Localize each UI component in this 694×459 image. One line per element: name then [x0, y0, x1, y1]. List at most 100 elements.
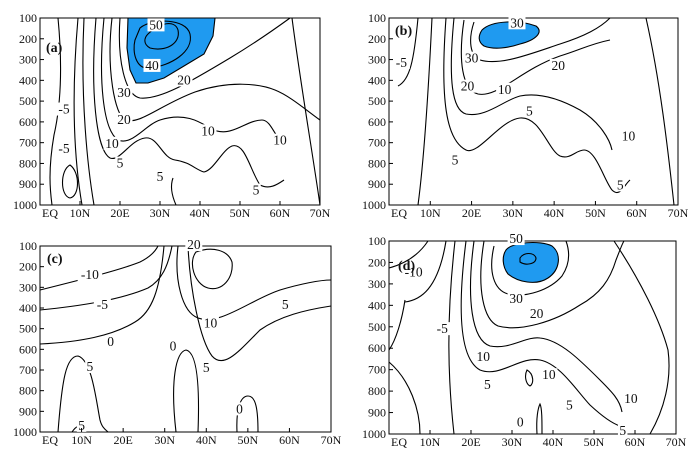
panel-a-xtick-label: 30N — [150, 206, 171, 220]
panel-b-ytick-label: 800 — [368, 156, 386, 170]
panel-b-contour-label-bg — [615, 178, 625, 192]
panel-b-label: (b) — [395, 24, 412, 39]
panel-d-ytick-label: 1000 — [362, 427, 386, 441]
panel-b-contour-label-bg — [549, 58, 567, 72]
panel-a-xtick-label: EQ — [42, 206, 58, 220]
panel-c-ytick-label: 600 — [19, 342, 37, 356]
panel-d-xtick-label: 50N — [584, 435, 605, 449]
panel-a-contour-label: 50 — [149, 17, 163, 32]
panel-a-ytick-label: 700 — [19, 136, 37, 150]
panel-c-contour-label: -10 — [81, 267, 99, 282]
panel-d-contour-labels: 50 -10 30 20 -5 10 10 5 5 10 0 5 — [401, 231, 640, 438]
panel-b-ytick-label: 400 — [368, 73, 386, 87]
panel-a-xtick-label: 10N — [70, 206, 91, 220]
panel-b-ytick-label: 100 — [368, 11, 386, 25]
panel-c-contour-label: 5 — [78, 418, 85, 433]
panel-d-xtick-label: 40N — [543, 435, 564, 449]
panel-b-contour-label-bg — [508, 16, 526, 30]
panel-a-ytick-label: 200 — [19, 32, 37, 46]
panel-b-xtick-label: 20E — [462, 206, 481, 220]
panel-b-contour-label: 30 — [465, 51, 479, 66]
panel-b-xtick-label: 40N — [544, 206, 565, 220]
panel-c-ytick-label: 300 — [19, 280, 37, 294]
panel-c-ytick-label: 800 — [19, 384, 37, 398]
panel-c-ytick-label: 900 — [19, 404, 37, 418]
panel-d-contour-label-bg — [401, 265, 426, 279]
panel-a-contour-label: 40 — [145, 58, 159, 73]
panel-a-contour-label-bg — [155, 170, 165, 184]
panel-d-contours — [388, 240, 670, 435]
panel-d-ytick-label: 700 — [368, 363, 386, 377]
panel-b-contour-label: 10 — [622, 129, 636, 144]
panel-b-ytick-label: 700 — [368, 136, 386, 150]
panel-a-contour-label-bg — [103, 136, 121, 150]
panel-b-contour-label: 20 — [461, 79, 475, 94]
panel-d-xtick-label: 60N — [625, 435, 646, 449]
panel-b-xtick-label: 70N — [668, 206, 689, 220]
panel-b-xtick-label: 10N — [420, 206, 441, 220]
panel-c-contour-label: 20 — [187, 237, 201, 252]
panel-c-contour-label-bg — [93, 298, 111, 311]
panel-a-ytick-label: 800 — [19, 156, 37, 170]
panel-d-contour-label: 5 — [619, 423, 626, 438]
panel-a-ytick-label: 500 — [19, 94, 37, 108]
panel-d-contour-label-bg — [622, 391, 640, 405]
panel-a-contour-label-bg — [175, 73, 193, 87]
panel-a-contour-label: 20 — [117, 112, 131, 127]
panel-d-contour-label: 10 — [624, 391, 638, 406]
panel-a-contour-label: -5 — [58, 102, 69, 117]
panel-d-ytick-label: 200 — [368, 255, 386, 269]
panel-c-ytick-label: 1000 — [13, 425, 37, 439]
panel-c-ytick-label: 200 — [19, 260, 37, 274]
panel-d-xtick-label: 70N — [666, 435, 687, 449]
panel-d-contour-label-bg — [507, 232, 525, 246]
panel-d-contour-label-bg — [482, 377, 493, 391]
panel-d-contour-label: -10 — [405, 264, 423, 279]
panel-d-contour-label-bg — [515, 415, 525, 429]
panel-b-contour-label-bg — [458, 79, 476, 93]
panel-c-contour-label: 10 — [204, 316, 218, 331]
panel-d-xtick-label: 30N — [502, 435, 523, 449]
panel-a-xtick-label: 50N — [230, 206, 251, 220]
panel-a-contour-label: 5 — [117, 156, 124, 171]
panel-a-ytick-label: 400 — [19, 73, 37, 87]
panel-a-ytick-label: 100 — [19, 11, 37, 25]
panel-c-label: (c) — [47, 252, 63, 267]
panel-c-contour-label-bg — [168, 339, 178, 353]
panel-c-ytick-label: 100 — [19, 239, 37, 253]
panel-d-contour-label-bg — [564, 398, 575, 412]
panel-d-contour-label-bg — [617, 424, 628, 437]
panel-a-ytick-label: 600 — [19, 115, 37, 129]
panel-d-xtick-label: 20E — [461, 435, 480, 449]
panel-c-contour-label: 5 — [87, 359, 94, 374]
panel-c-contours — [39, 245, 332, 433]
panel-d-contour-label-bg — [528, 307, 546, 321]
panel-d-ytick-label: 800 — [368, 384, 386, 398]
panel-b-ytick-label: 900 — [368, 177, 386, 191]
panel-c-contour-label-bg — [201, 361, 212, 375]
panel-a: 50 40 30 20 20 10 10 10 5 5 5 -5 -5 100 200 300 400 500 6… — [13, 11, 331, 220]
panel-c-contour-label-bg — [77, 268, 103, 282]
panel-d-contour-label: 10 — [477, 349, 491, 364]
panel-c-contour-label: 5 — [203, 360, 210, 375]
panel-d-ytick-label: 400 — [368, 298, 386, 312]
panel-b-contour-label: 20 — [552, 58, 566, 73]
panel-d-contour-label: 5 — [484, 377, 491, 392]
panel-a-xtick-label: 70N — [310, 206, 331, 220]
panel-d-contour-label: 10 — [542, 367, 556, 382]
panel-a-contour-label: 20 — [177, 72, 191, 87]
panel-c-xtick-label: 70N — [321, 433, 342, 447]
panel-b-contour-label: -5 — [396, 55, 407, 70]
panel-c-xtick-label: 50N — [238, 433, 259, 447]
panel-d-xtick-label: EQ — [391, 435, 407, 449]
panel-b-xtick-label: 60N — [626, 206, 647, 220]
panel-c-xtick-label: 40N — [196, 433, 217, 447]
panel-b-ytick-label: 1000 — [362, 198, 386, 212]
panel-a-contour-label: -5 — [58, 141, 69, 156]
panel-c-contour-label-bg — [234, 402, 245, 416]
panel-d-contour-label: 50 — [509, 231, 523, 246]
